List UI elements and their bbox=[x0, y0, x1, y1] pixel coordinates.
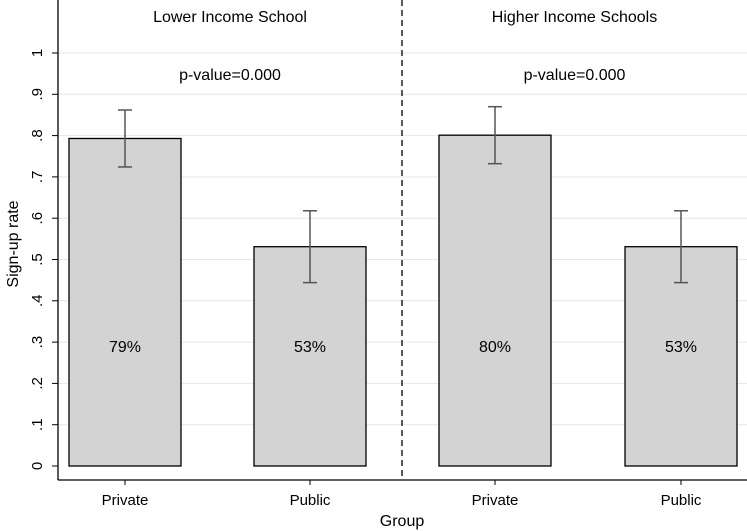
y-axis-label: Sign-up rate bbox=[5, 200, 22, 287]
bars bbox=[68, 105, 738, 467]
bar bbox=[68, 137, 182, 467]
y-tick-label: .2 bbox=[29, 377, 46, 390]
y-tick-label: 1 bbox=[29, 49, 46, 57]
axes bbox=[52, 0, 747, 485]
y-tick-label: .4 bbox=[29, 295, 46, 308]
y-tick-label: 0 bbox=[29, 462, 46, 470]
bar-value-label: 53% bbox=[665, 339, 697, 356]
y-tick-label: .3 bbox=[29, 336, 46, 349]
bar-value-label: 80% bbox=[479, 339, 511, 356]
y-tick-label: .8 bbox=[29, 129, 46, 142]
y-tick-label: .6 bbox=[29, 212, 46, 225]
panel-title: Higher Income Schools bbox=[492, 9, 657, 26]
x-axis-label: Group bbox=[380, 513, 425, 530]
y-tick-label: .1 bbox=[29, 418, 46, 431]
y-tick-label: .9 bbox=[29, 88, 46, 101]
x-tick-label: Private bbox=[472, 492, 519, 509]
x-tick-label: Private bbox=[102, 492, 149, 509]
y-tick-label: .7 bbox=[29, 171, 46, 184]
x-tick-label: Public bbox=[661, 492, 702, 509]
bar-value-label: 53% bbox=[294, 339, 326, 356]
y-tick-label: .5 bbox=[29, 253, 46, 266]
panel-title: Lower Income School bbox=[153, 9, 307, 26]
labels: 79% Private 53% Public Lower Income School p-… bbox=[29, 9, 702, 509]
x-tick-label: Public bbox=[290, 492, 331, 509]
p-value-annotation: p-value=0.000 bbox=[524, 67, 626, 84]
bar bbox=[438, 134, 552, 467]
p-value-annotation: p-value=0.000 bbox=[179, 67, 281, 84]
bar-value-label: 79% bbox=[109, 339, 141, 356]
